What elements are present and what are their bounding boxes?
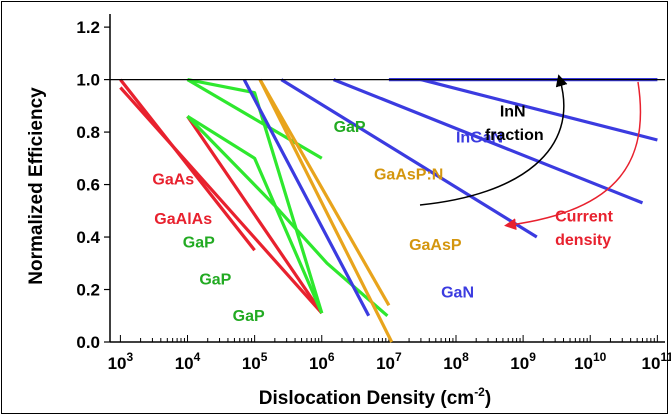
y-axis-label: Normalized Efficiency <box>26 87 47 285</box>
series-label: InN <box>500 103 526 120</box>
y-tick-label: 1.2 <box>76 18 100 37</box>
series-label: GaAs <box>152 172 194 189</box>
plot-labels: GaAs GaAlAs GaP GaP GaP GaP GaAsP:N GaAsP GaN InG… <box>152 103 613 325</box>
series-gan-line <box>333 78 644 205</box>
series-gap-line <box>186 114 324 314</box>
series-gap-line <box>186 115 389 318</box>
x-tick-label: 103 <box>108 350 134 373</box>
series-label: GaP <box>233 308 265 325</box>
x-tick-label: 104 <box>175 350 201 373</box>
y-tick-label: 0.4 <box>76 228 100 247</box>
plot-axes: 0.0 0.2 0.4 0.6 0.8 1.0 1.2 103 104 105 106 107 108 1… <box>76 14 671 373</box>
series-label: GaP <box>199 271 231 288</box>
current-density-arrow <box>504 81 642 231</box>
x-tick-label: 107 <box>376 350 402 373</box>
series-gap-line <box>187 78 324 314</box>
series-label: GaN <box>441 284 474 301</box>
x-tick-label: 106 <box>309 350 335 373</box>
y-tick-label: 0.2 <box>76 281 100 300</box>
x-tick-label: 1010 <box>574 350 607 373</box>
series-label: GaP <box>334 119 366 136</box>
x-tick-label: 109 <box>510 350 536 373</box>
y-tick-label: 0.8 <box>76 123 100 142</box>
series-gaasp-line <box>258 78 394 343</box>
series-label: InGaN <box>456 130 503 147</box>
series-gaas-line <box>186 115 324 315</box>
y-tick-label: 0.0 <box>76 333 100 352</box>
x-axis-label: Dislocation Density (cm-2) <box>259 385 491 409</box>
series-label: Current <box>555 208 613 225</box>
series-gan-line <box>242 78 371 317</box>
series-gan-line <box>420 78 658 142</box>
series-label: GaAsP:N <box>374 166 443 183</box>
plot-series <box>110 77 665 343</box>
x-tick-label: 108 <box>443 350 469 373</box>
series-gaasp-line <box>258 78 391 307</box>
series-label: fraction <box>485 127 544 144</box>
y-tick-label: 1.0 <box>76 71 100 90</box>
x-tick-label: 105 <box>242 350 268 373</box>
series-gap-line <box>186 78 323 160</box>
series-gaas-line <box>119 86 323 315</box>
x-tick-label: 1011 <box>642 350 671 373</box>
series-label: density <box>555 232 611 249</box>
series-gan-line <box>280 78 538 239</box>
series-label: GaAlAs <box>154 211 212 228</box>
series-label: GaP <box>183 235 215 252</box>
series-label: GaAsP <box>409 237 462 254</box>
inn-fraction-arrow <box>419 74 568 206</box>
y-tick-label: 0.6 <box>76 176 100 195</box>
